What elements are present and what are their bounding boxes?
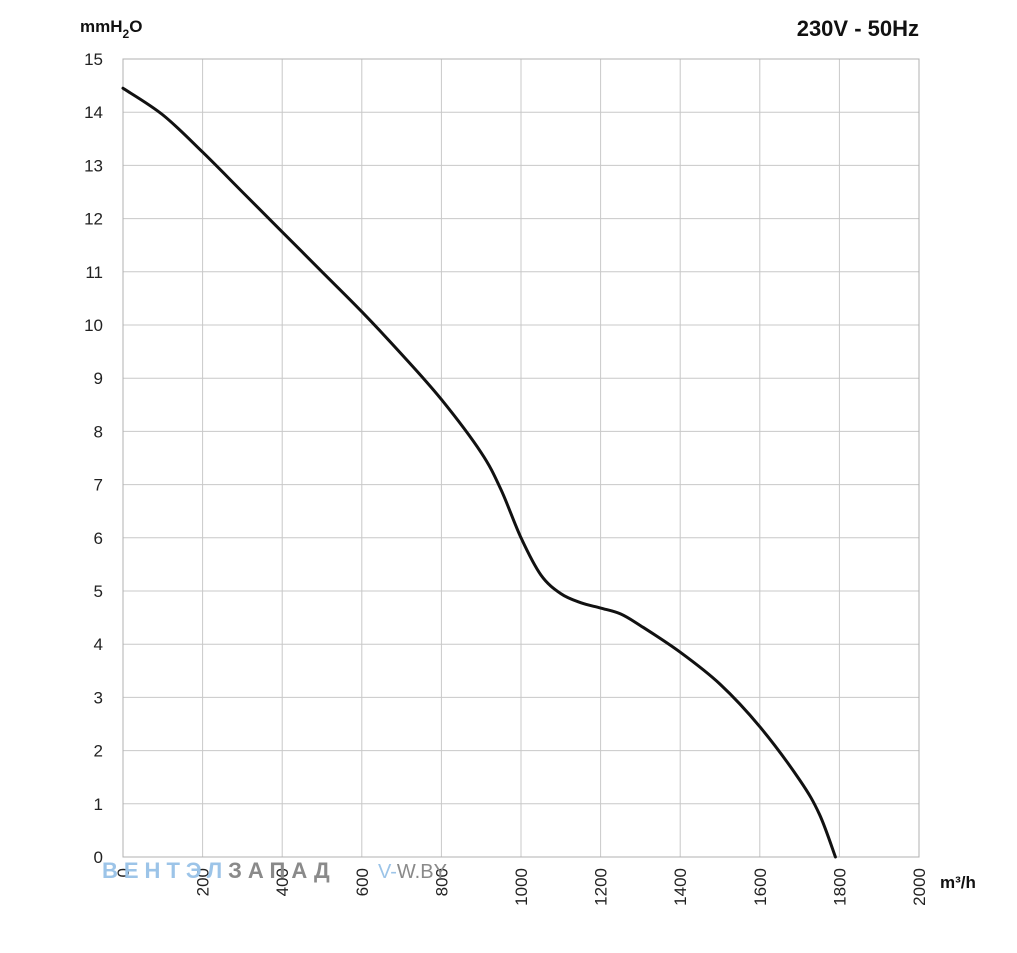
x-tick-label: 0 (114, 868, 133, 877)
grid (122, 58, 920, 858)
watermark: ВЕНТЭЛЗАПАД V-W.BY (102, 858, 447, 883)
x-tick-labels: 0 200 400 600 800 1000 1200 1400 1600 1800 2000 (114, 868, 929, 906)
y-tick-label: 1 (94, 795, 103, 814)
y-tick-label: 2 (94, 742, 103, 761)
watermark-site: V-W.BY (378, 861, 447, 883)
y-tick-label: 15 (84, 50, 103, 69)
y-tick-label: 10 (84, 316, 103, 335)
watermark-brand: ВЕНТЭЛЗАПАД (102, 858, 336, 883)
x-axis-label: m³/h (940, 873, 976, 892)
x-tick-label: 800 (432, 868, 451, 896)
y-tick-label: 3 (94, 688, 103, 707)
chart-title: 230V - 50Hz (797, 16, 919, 41)
x-tick-label: 1400 (671, 868, 690, 906)
x-tick-label: 600 (353, 868, 372, 896)
y-tick-label: 12 (84, 210, 103, 229)
x-tick-label: 1000 (512, 868, 531, 906)
y-tick-label: 8 (94, 422, 103, 441)
x-tick-label: 1600 (751, 868, 770, 906)
y-tick-label: 13 (84, 156, 103, 175)
y-tick-label: 4 (94, 635, 103, 654)
x-tick-label: 400 (273, 868, 292, 896)
x-tick-label: 1200 (592, 868, 611, 906)
y-tick-label: 5 (94, 582, 103, 601)
x-tick-label: 200 (194, 868, 213, 896)
x-tick-label: 2000 (910, 868, 929, 906)
y-tick-label: 11 (85, 263, 103, 282)
series-line-0 (121, 86, 837, 859)
y-tick-label: 9 (94, 369, 103, 388)
x-tick-label: 1800 (830, 868, 849, 906)
y-tick-label: 7 (94, 476, 103, 495)
y-tick-label: 6 (94, 529, 103, 548)
plot-frame (122, 58, 920, 858)
y-tick-label: 14 (84, 103, 103, 122)
y-axis-label: mmH2O (80, 17, 142, 41)
y-tick-label: 0 (94, 848, 103, 867)
